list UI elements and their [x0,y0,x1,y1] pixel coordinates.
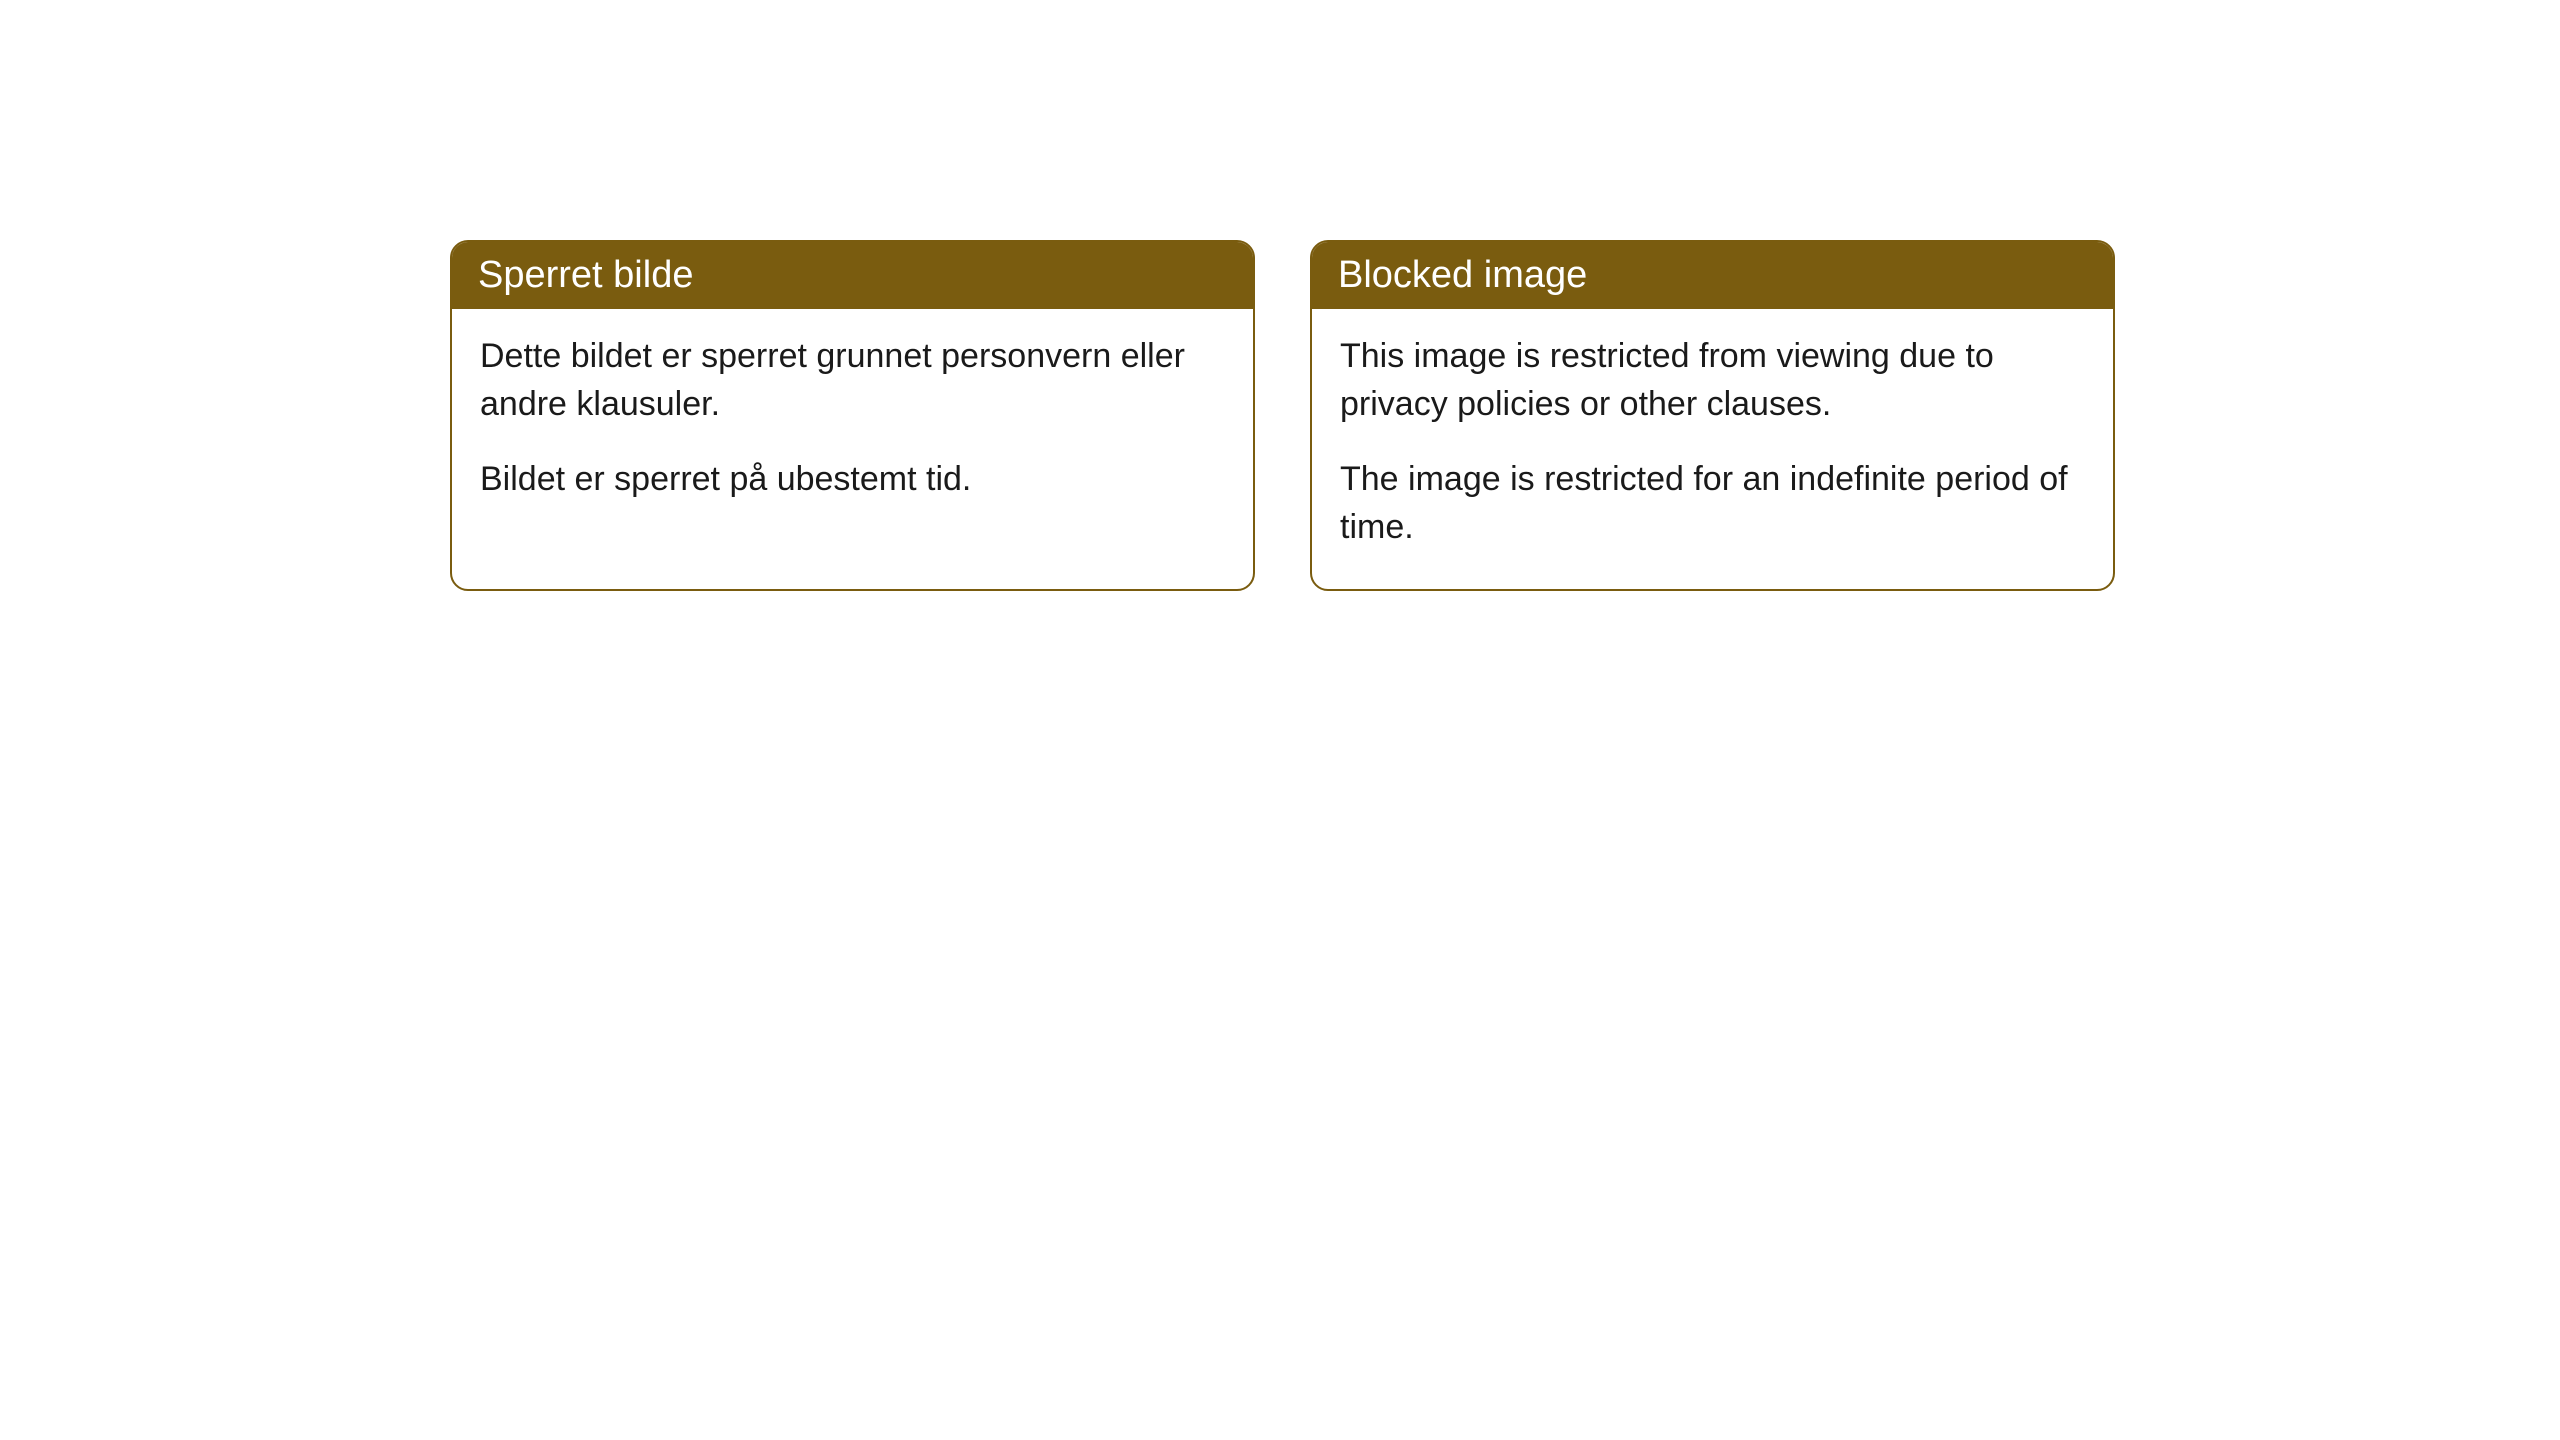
card-body-english: This image is restricted from viewing du… [1312,309,2113,589]
card-paragraph-1: This image is restricted from viewing du… [1340,333,2085,428]
card-header-english: Blocked image [1312,242,2113,309]
card-paragraph-2: Bildet er sperret på ubestemt tid. [480,456,1225,504]
card-title: Sperret bilde [478,254,693,296]
card-paragraph-1: Dette bildet er sperret grunnet personve… [480,333,1225,428]
notice-card-norwegian: Sperret bilde Dette bildet er sperret gr… [450,240,1255,591]
card-header-norwegian: Sperret bilde [452,242,1253,309]
notice-cards-container: Sperret bilde Dette bildet er sperret gr… [450,240,2115,591]
card-paragraph-2: The image is restricted for an indefinit… [1340,456,2085,551]
card-title: Blocked image [1338,254,1587,296]
card-body-norwegian: Dette bildet er sperret grunnet personve… [452,309,1253,542]
notice-card-english: Blocked image This image is restricted f… [1310,240,2115,591]
